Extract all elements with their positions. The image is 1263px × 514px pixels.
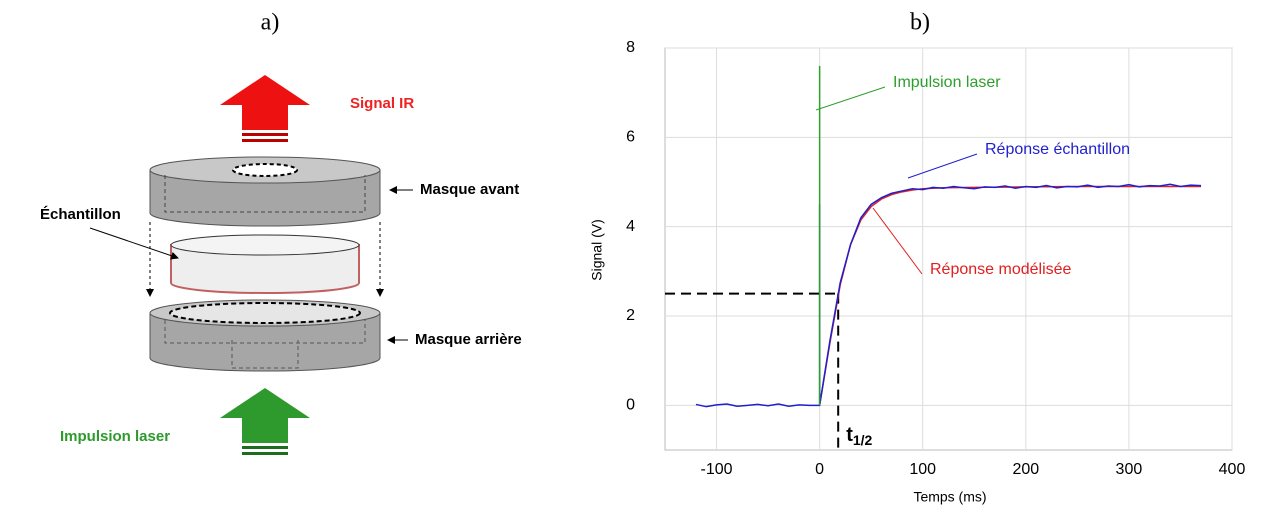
y-tick-label: 2 [626, 307, 635, 324]
sample-label: Échantillon [40, 206, 121, 223]
ir-arrow [220, 75, 310, 130]
sample-top [170, 234, 360, 256]
series-label: Réponse échantillon [985, 141, 1130, 158]
rear-mask-label: Masque arrière [415, 331, 522, 348]
series-label: Réponse modélisée [930, 261, 1072, 278]
pulse-label: Impulsion laser [60, 428, 170, 445]
half-time-label: t1/2 [846, 424, 872, 447]
front-hole [232, 163, 298, 177]
stripe [242, 446, 288, 449]
sample-side [170, 244, 360, 294]
x-tick-label: -100 [701, 461, 733, 478]
x-axis-label: Temps (ms) [913, 489, 986, 505]
y-axis-label: Signal (V) [589, 219, 605, 280]
half-time-symbol: t [846, 424, 853, 446]
series-line [695, 183, 1202, 408]
rear-mask-side [149, 312, 381, 372]
panel-label: b) [910, 10, 930, 36]
y-tick-label: 8 [626, 39, 635, 56]
y-tick-label: 4 [626, 218, 635, 235]
stripe [242, 133, 288, 136]
annotation-arrow [872, 207, 923, 275]
x-tick-label: 400 [1219, 461, 1246, 478]
x-tick-label: 300 [1116, 461, 1143, 478]
stripe [242, 139, 288, 142]
pointer [89, 227, 179, 260]
plot-area [664, 47, 1233, 451]
annotation-arrow [815, 86, 886, 111]
front-mask-label: Masque avant [420, 181, 519, 198]
series-label: Impulsion laser [893, 74, 1001, 91]
half-time-subscript: 1/2 [853, 432, 873, 448]
x-tick-label: 0 [815, 461, 824, 478]
hidden-edge [164, 320, 366, 369]
y-tick-label: 6 [626, 129, 635, 146]
panel-label: a) [261, 10, 280, 36]
signal-label: Signal IR [350, 95, 414, 112]
laser-arrow [220, 388, 310, 443]
y-tick-label: 0 [626, 397, 635, 414]
x-tick-label: 100 [909, 461, 936, 478]
hidden-edge [164, 175, 366, 213]
annotation-arrow [907, 153, 978, 179]
stripe [242, 452, 288, 455]
x-tick-label: 200 [1012, 461, 1039, 478]
diagram: a) Signal IR Masque avant Échantillon Ma… [40, 10, 522, 455]
rear-hole [169, 302, 361, 324]
